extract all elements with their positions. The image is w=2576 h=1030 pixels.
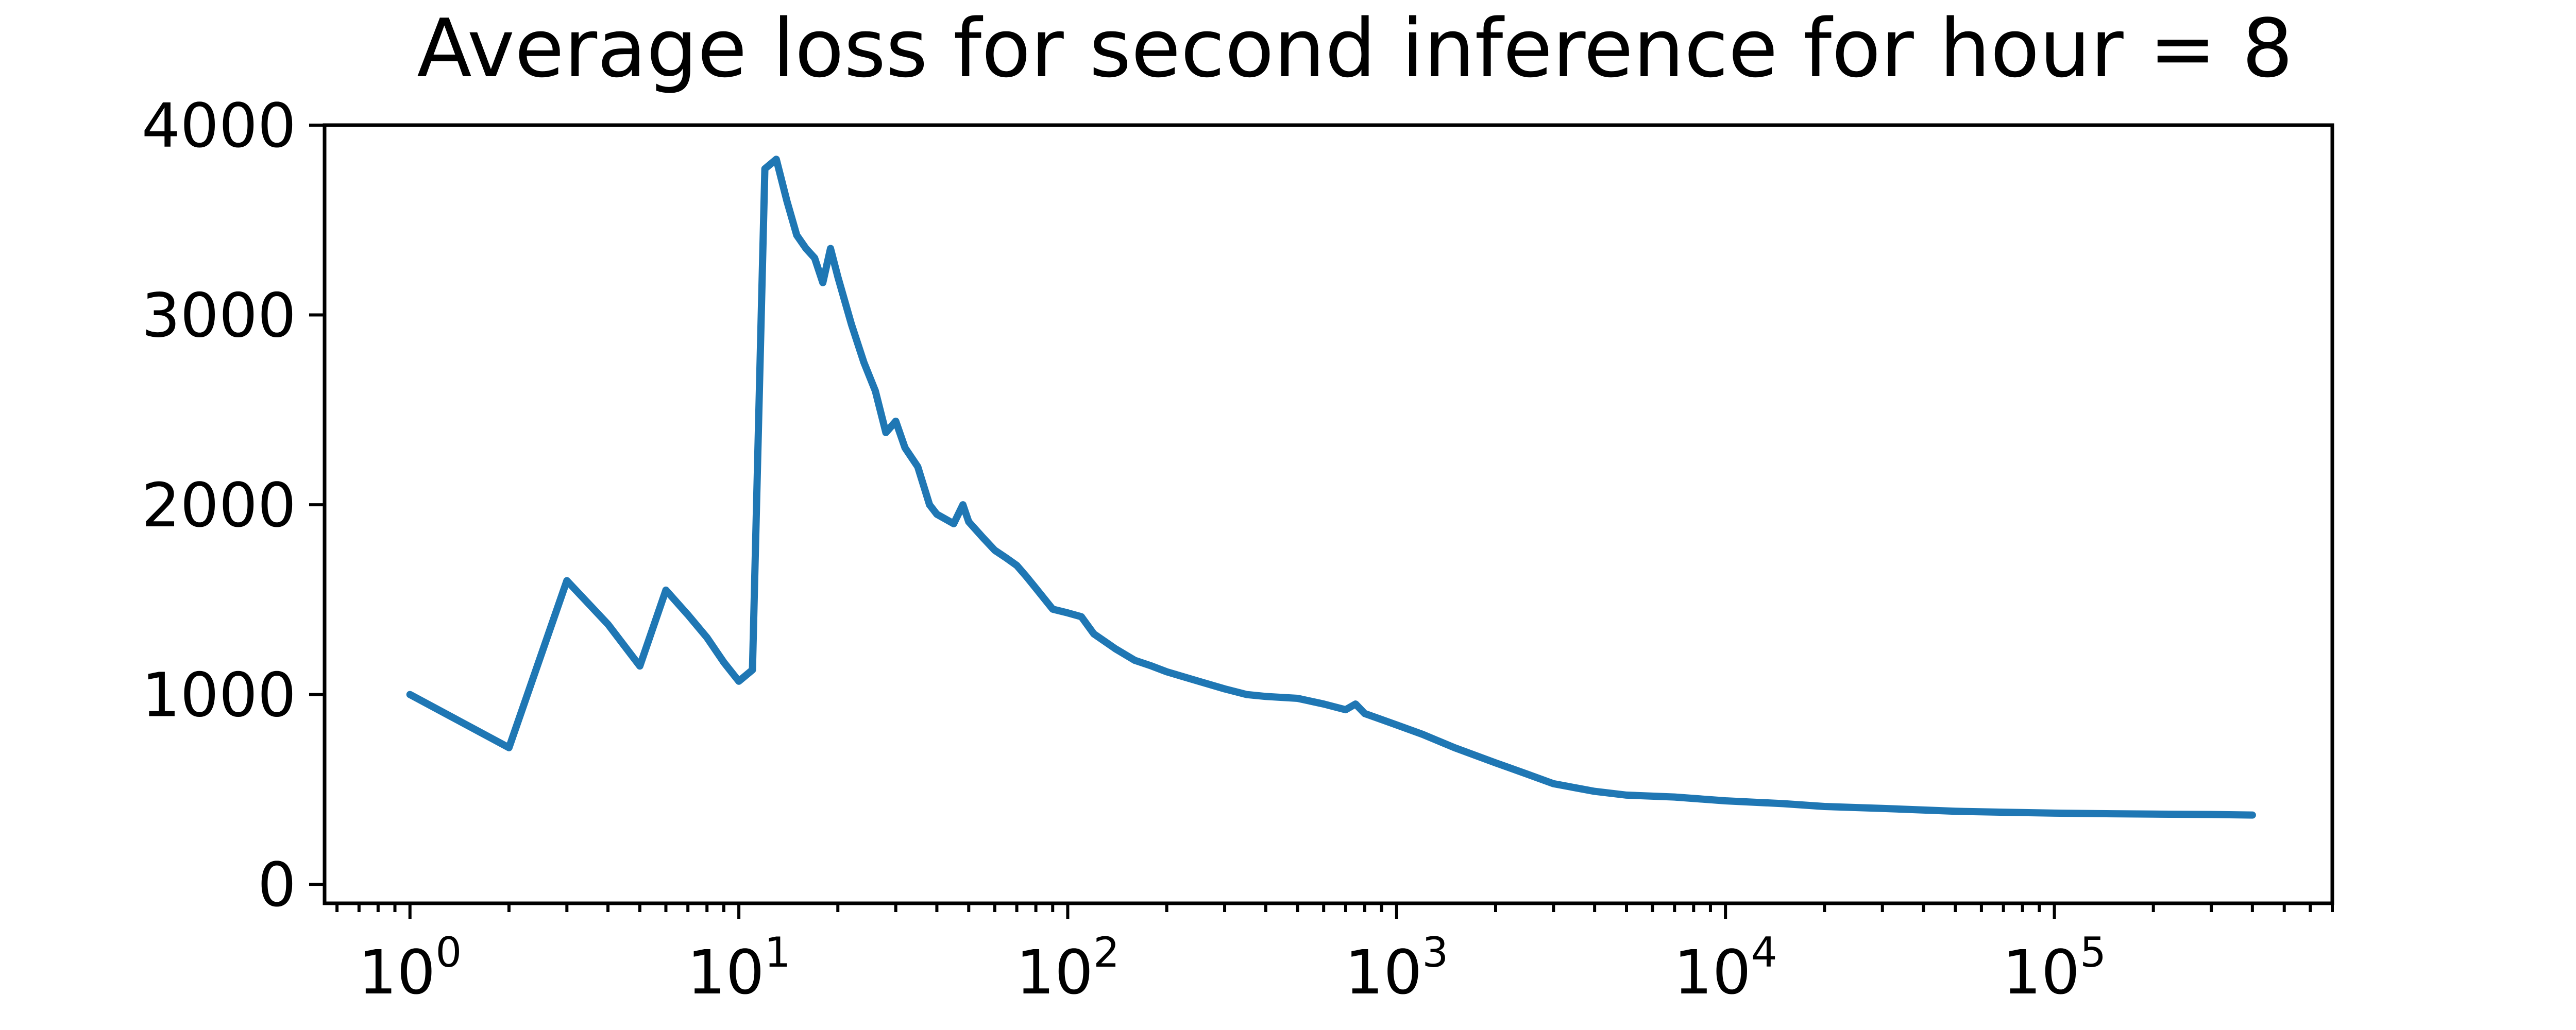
series-line-0 <box>406 156 2256 819</box>
y-tick-label: 3000 <box>142 280 296 351</box>
plot-frame <box>323 123 2334 905</box>
x-tick-label-base: 10 <box>358 937 435 1008</box>
chart-title: Average loss for second inference for ho… <box>417 2 2293 95</box>
series-group <box>406 156 2256 819</box>
x-tick-label-exponent: 5 <box>2080 929 2106 976</box>
x-tick-label-base: 10 <box>687 937 765 1008</box>
x-tick-label-exponent: 4 <box>1751 929 1777 976</box>
y-tick-label: 1000 <box>142 660 296 731</box>
x-tick-label: 100 <box>358 929 462 1008</box>
x-tick-label-exponent: 1 <box>765 929 791 976</box>
x-tick-label-exponent: 0 <box>435 929 462 976</box>
x-tick-label-base: 10 <box>2003 937 2080 1008</box>
x-tick-label: 101 <box>687 929 791 1008</box>
x-tick-label: 105 <box>2003 929 2106 1008</box>
x-tick-label-exponent: 3 <box>1422 929 1448 976</box>
y-tick-label: 0 <box>258 849 296 920</box>
x-tick-label-base: 10 <box>1345 937 1422 1008</box>
x-tick-label-base: 10 <box>1016 937 1093 1008</box>
x-tick-label: 103 <box>1345 929 1448 1008</box>
axis-ticks <box>309 124 2334 919</box>
y-tick-label: 2000 <box>142 470 296 541</box>
y-tick-label: 4000 <box>142 90 296 161</box>
x-tick-label-base: 10 <box>1674 937 1751 1008</box>
x-tick-label: 102 <box>1016 929 1120 1008</box>
x-tick-label: 104 <box>1674 929 1777 1008</box>
x-tick-label-exponent: 2 <box>1093 929 1120 976</box>
